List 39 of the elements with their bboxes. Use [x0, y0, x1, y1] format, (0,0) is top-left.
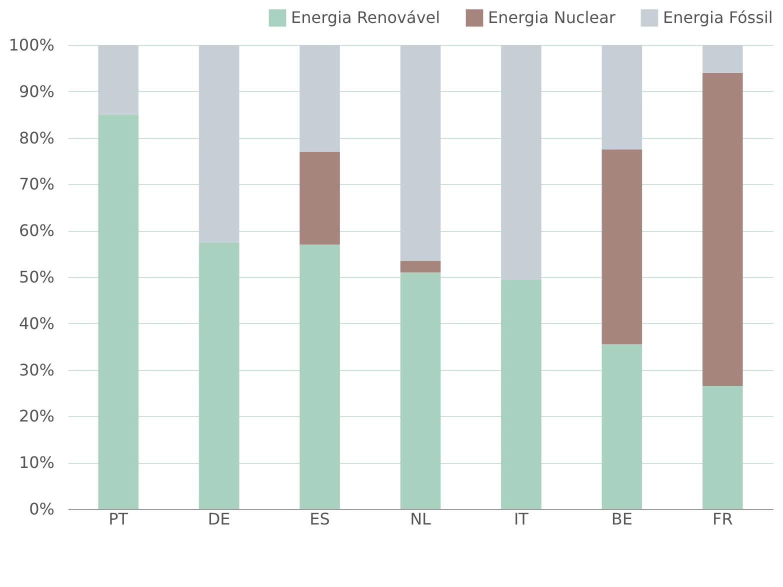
y-tick-label: 30%	[18, 360, 54, 380]
y-tick-label: 90%	[18, 82, 54, 101]
x-tick-label: DE	[208, 510, 230, 528]
bar	[602, 344, 642, 509]
bar	[198, 45, 240, 242]
y-tick-label: 10%	[18, 453, 54, 472]
bar	[602, 149, 642, 344]
y-tick-label: 70%	[18, 174, 54, 194]
y-tick-label: 40%	[18, 314, 54, 333]
bar	[702, 72, 743, 386]
legend-label: Energia Fóssil	[663, 8, 773, 27]
y-tick-label: 60%	[18, 221, 54, 240]
y-tick-label: 20%	[18, 406, 54, 426]
legend-label: Energia Renovável	[291, 8, 440, 27]
bar	[300, 152, 340, 245]
x-tick-label: PT	[108, 510, 128, 528]
bar	[198, 242, 240, 509]
bar	[702, 386, 743, 509]
x-tick-label: BE	[611, 510, 632, 528]
y-tick-label: 80%	[18, 128, 54, 148]
bar	[300, 244, 340, 509]
x-tick-label: FR	[712, 510, 733, 528]
y-tick-label: 0%	[29, 500, 54, 518]
bar	[98, 45, 138, 115]
bar	[300, 45, 340, 152]
bar	[501, 279, 542, 509]
bar	[400, 272, 441, 509]
bar	[702, 45, 743, 73]
bar	[602, 45, 642, 150]
x-tick-label: NL	[410, 510, 432, 528]
x-tick-label: IT	[514, 510, 529, 528]
bar	[98, 114, 138, 509]
bar	[501, 45, 542, 280]
x-tick-label: ES	[310, 510, 330, 528]
legend-label: Energia Nuclear	[488, 8, 616, 27]
y-tick-label: 50%	[18, 268, 54, 286]
bar	[400, 260, 441, 272]
y-tick-label: 100%	[8, 36, 54, 54]
bar	[400, 45, 441, 261]
